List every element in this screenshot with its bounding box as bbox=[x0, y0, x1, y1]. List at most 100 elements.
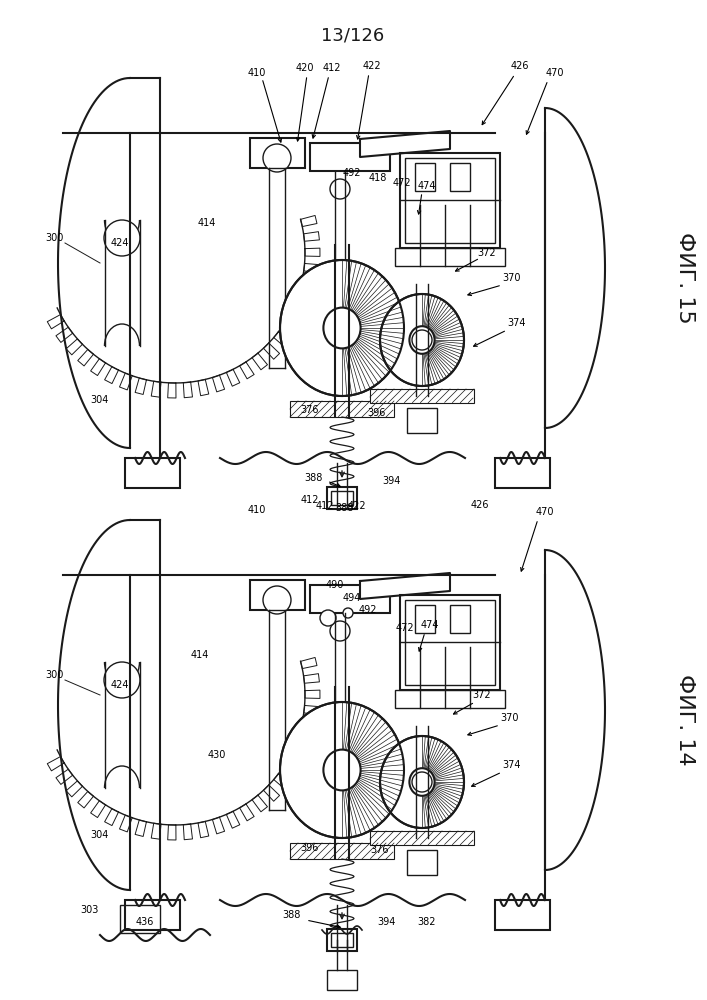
Text: 426: 426 bbox=[510, 61, 530, 71]
Text: 376: 376 bbox=[370, 845, 390, 855]
Bar bbox=[327, 970, 357, 990]
Text: 412: 412 bbox=[316, 501, 334, 511]
Text: 430: 430 bbox=[208, 750, 226, 760]
Text: 304: 304 bbox=[90, 395, 109, 405]
Bar bbox=[125, 458, 180, 488]
Circle shape bbox=[343, 608, 353, 618]
Text: 412: 412 bbox=[323, 63, 341, 73]
Bar bbox=[370, 831, 474, 845]
Ellipse shape bbox=[280, 702, 404, 838]
Text: 394: 394 bbox=[382, 476, 401, 486]
Text: 494: 494 bbox=[343, 593, 361, 603]
Bar bbox=[120, 905, 160, 933]
Bar bbox=[331, 933, 353, 947]
Bar bbox=[450, 163, 470, 191]
Circle shape bbox=[104, 662, 140, 698]
Text: 424: 424 bbox=[111, 680, 129, 690]
Text: 370: 370 bbox=[501, 713, 519, 723]
Bar bbox=[310, 585, 390, 613]
Bar bbox=[395, 248, 505, 266]
Text: 420: 420 bbox=[296, 63, 314, 73]
Polygon shape bbox=[360, 573, 450, 599]
Text: 472: 472 bbox=[392, 178, 411, 188]
Ellipse shape bbox=[280, 260, 404, 396]
Bar bbox=[290, 843, 394, 859]
Text: 474: 474 bbox=[421, 620, 439, 630]
Bar bbox=[400, 153, 500, 248]
Text: 13/126: 13/126 bbox=[322, 26, 385, 44]
Bar bbox=[250, 138, 305, 168]
Circle shape bbox=[320, 610, 336, 626]
Bar bbox=[415, 605, 435, 633]
Circle shape bbox=[412, 330, 432, 350]
Bar bbox=[370, 389, 474, 403]
Text: 422: 422 bbox=[363, 61, 381, 71]
Ellipse shape bbox=[380, 736, 464, 828]
Bar bbox=[400, 595, 500, 690]
Text: 396: 396 bbox=[300, 843, 319, 853]
Circle shape bbox=[330, 179, 350, 199]
Bar bbox=[405, 600, 495, 685]
Bar bbox=[327, 487, 357, 509]
Bar bbox=[125, 900, 180, 930]
Bar bbox=[395, 690, 505, 708]
Text: 374: 374 bbox=[503, 760, 521, 770]
Text: ФИГ. 14: ФИГ. 14 bbox=[675, 674, 695, 766]
Text: 418: 418 bbox=[369, 173, 387, 183]
Text: 300: 300 bbox=[46, 670, 64, 680]
Text: 388: 388 bbox=[305, 473, 323, 483]
Circle shape bbox=[104, 220, 140, 256]
Circle shape bbox=[263, 144, 291, 172]
Bar bbox=[331, 491, 353, 505]
Circle shape bbox=[263, 586, 291, 614]
Text: 382: 382 bbox=[418, 917, 436, 927]
Text: 370: 370 bbox=[503, 273, 521, 283]
Text: 410: 410 bbox=[248, 68, 267, 78]
Text: 374: 374 bbox=[508, 318, 526, 328]
Ellipse shape bbox=[323, 308, 361, 348]
Text: 410: 410 bbox=[248, 505, 267, 515]
Circle shape bbox=[412, 772, 432, 792]
Text: 474: 474 bbox=[418, 181, 436, 191]
Ellipse shape bbox=[380, 294, 464, 386]
Text: 470: 470 bbox=[546, 68, 564, 78]
Ellipse shape bbox=[409, 768, 435, 796]
Ellipse shape bbox=[409, 326, 435, 354]
Text: 304: 304 bbox=[90, 830, 109, 840]
Text: 372: 372 bbox=[478, 248, 496, 258]
Text: 388: 388 bbox=[336, 503, 354, 513]
Bar bbox=[495, 900, 550, 930]
Text: 394: 394 bbox=[378, 917, 396, 927]
Bar bbox=[405, 158, 495, 243]
Bar bbox=[415, 163, 435, 191]
Text: 422: 422 bbox=[348, 501, 366, 511]
Text: 426: 426 bbox=[471, 500, 489, 510]
Text: 414: 414 bbox=[198, 218, 216, 228]
Text: 388: 388 bbox=[283, 910, 301, 920]
Text: 492: 492 bbox=[358, 605, 378, 615]
Text: 303: 303 bbox=[81, 905, 99, 915]
Bar bbox=[327, 929, 357, 951]
Ellipse shape bbox=[323, 750, 361, 790]
Bar bbox=[290, 401, 394, 417]
Bar bbox=[495, 458, 550, 488]
Bar bbox=[407, 408, 437, 433]
Text: 472: 472 bbox=[396, 623, 414, 633]
Text: 396: 396 bbox=[368, 408, 386, 418]
Text: 372: 372 bbox=[473, 690, 491, 700]
Text: 436: 436 bbox=[136, 917, 154, 927]
Bar bbox=[407, 850, 437, 875]
Text: 470: 470 bbox=[536, 507, 554, 517]
Text: 492: 492 bbox=[343, 168, 361, 178]
Bar bbox=[310, 143, 390, 171]
Bar bbox=[450, 605, 470, 633]
Bar bbox=[250, 580, 305, 610]
Text: 490: 490 bbox=[326, 580, 344, 590]
Circle shape bbox=[330, 621, 350, 641]
Text: ФИГ. 15: ФИГ. 15 bbox=[675, 232, 695, 324]
Text: 412: 412 bbox=[300, 495, 320, 505]
Text: 414: 414 bbox=[191, 650, 209, 660]
Text: 424: 424 bbox=[111, 238, 129, 248]
Text: 376: 376 bbox=[300, 405, 320, 415]
Text: 300: 300 bbox=[46, 233, 64, 243]
